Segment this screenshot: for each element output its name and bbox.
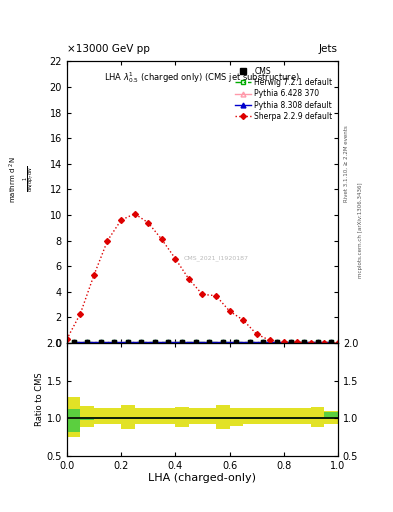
Text: mcplots.cern.ch [arXiv:1306.3436]: mcplots.cern.ch [arXiv:1306.3436] [358, 183, 363, 278]
Text: ×13000 GeV pp: ×13000 GeV pp [67, 44, 150, 54]
X-axis label: LHA (charged-only): LHA (charged-only) [149, 473, 256, 483]
Text: $\frac{1}{\mathrm{d}N/\mathrm{d}p_T\,\mathrm{d}N}$: $\frac{1}{\mathrm{d}N/\mathrm{d}p_T\,\ma… [22, 166, 37, 193]
Text: CMS_2021_I1920187: CMS_2021_I1920187 [184, 255, 248, 262]
Text: mathrm d $^2$N: mathrm d $^2$N [8, 156, 19, 203]
Legend: CMS, Herwig 7.2.1 default, Pythia 6.428 370, Pythia 8.308 default, Sherpa 2.2.9 : CMS, Herwig 7.2.1 default, Pythia 6.428 … [234, 65, 334, 122]
Y-axis label: Ratio to CMS: Ratio to CMS [35, 373, 44, 426]
Text: Jets: Jets [319, 44, 338, 54]
Text: Rivet 3.1.10, ≥ 2.2M events: Rivet 3.1.10, ≥ 2.2M events [344, 125, 349, 202]
Text: LHA $\lambda^{1}_{0.5}$ (charged only) (CMS jet substructure): LHA $\lambda^{1}_{0.5}$ (charged only) (… [105, 70, 300, 85]
